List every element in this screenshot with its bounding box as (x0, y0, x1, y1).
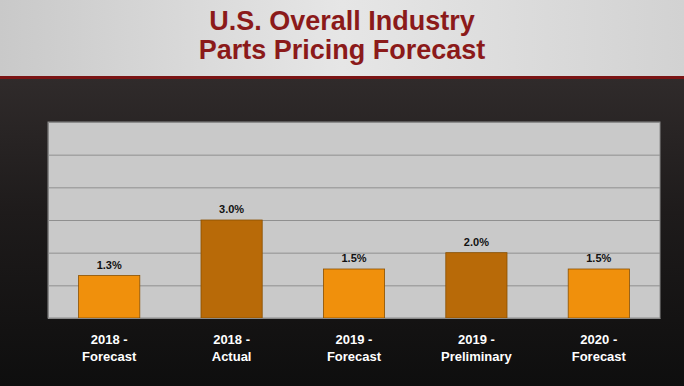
data-label: 3.0% (219, 203, 244, 215)
bar (79, 276, 140, 318)
y-tick (48, 220, 660, 221)
x-tick-label-line: 2020 - (580, 332, 617, 347)
x-tick-label-line: Forecast (327, 349, 382, 364)
grid-line (48, 220, 660, 221)
title: U.S. Overall IndustryParts Pricing Forec… (199, 6, 486, 65)
grid-line (48, 187, 660, 188)
data-label: 1.5% (341, 252, 366, 264)
data-label: 1.3% (97, 259, 122, 271)
x-tick: 2020 - Forecast (572, 318, 627, 364)
x-tick-label: 2020 - Forecast (572, 332, 627, 364)
chart: U.S. Overall IndustryParts Pricing Forec… (0, 0, 684, 386)
data-label: 1.5% (586, 252, 611, 264)
y-axis (48, 123, 660, 319)
x-tick-label-line: 2018 - (91, 332, 128, 347)
bar (201, 220, 262, 318)
background (0, 0, 684, 386)
x-tick-label: 2018 - Forecast (82, 332, 137, 364)
title-line: Parts Pricing Forecast (199, 35, 486, 65)
x-tick: 2019 - Preliminary (441, 318, 513, 364)
x-tick-label-line: 2019 - (458, 332, 495, 347)
x-tick-label: 2018 - Actual (212, 332, 252, 364)
bars (79, 220, 630, 318)
x-tick-label-line: Preliminary (441, 349, 513, 364)
plot-frame (48, 122, 660, 318)
plot-area (48, 122, 660, 318)
x-tick-label-line: Actual (212, 349, 252, 364)
grid-line (48, 318, 660, 319)
x-tick-label: 2019 - Forecast (327, 332, 382, 364)
data-label: 2.0% (464, 236, 489, 248)
x-tick-label-line: Forecast (572, 349, 627, 364)
x-tick-label-line: 2019 - (336, 332, 373, 347)
bar (323, 269, 384, 318)
x-tick: 2018 - Forecast (82, 318, 137, 364)
header-rule (0, 76, 684, 79)
grid-line (48, 155, 660, 156)
header-band (0, 0, 684, 76)
y-tick (48, 155, 660, 156)
x-tick: 2018 - Actual (212, 318, 252, 364)
y-tick (48, 187, 660, 188)
data-labels: 1.3% 3.0% 1.5% 2.0% 1.5% (97, 203, 612, 271)
x-tick: 2019 - Forecast (327, 318, 382, 364)
x-tick-label-line: 2018 - (213, 332, 250, 347)
bar (568, 269, 629, 318)
x-axis: 2018 - Forecast 2018 - Actual 2019 - Forecast… (49, 318, 661, 364)
x-tick-label-line: Forecast (82, 349, 137, 364)
x-tick-label: 2019 - Preliminary (441, 332, 513, 364)
bar (446, 253, 507, 318)
y-tick (48, 318, 660, 319)
title-line: U.S. Overall Industry (209, 6, 475, 36)
x-axis-line (49, 318, 661, 319)
